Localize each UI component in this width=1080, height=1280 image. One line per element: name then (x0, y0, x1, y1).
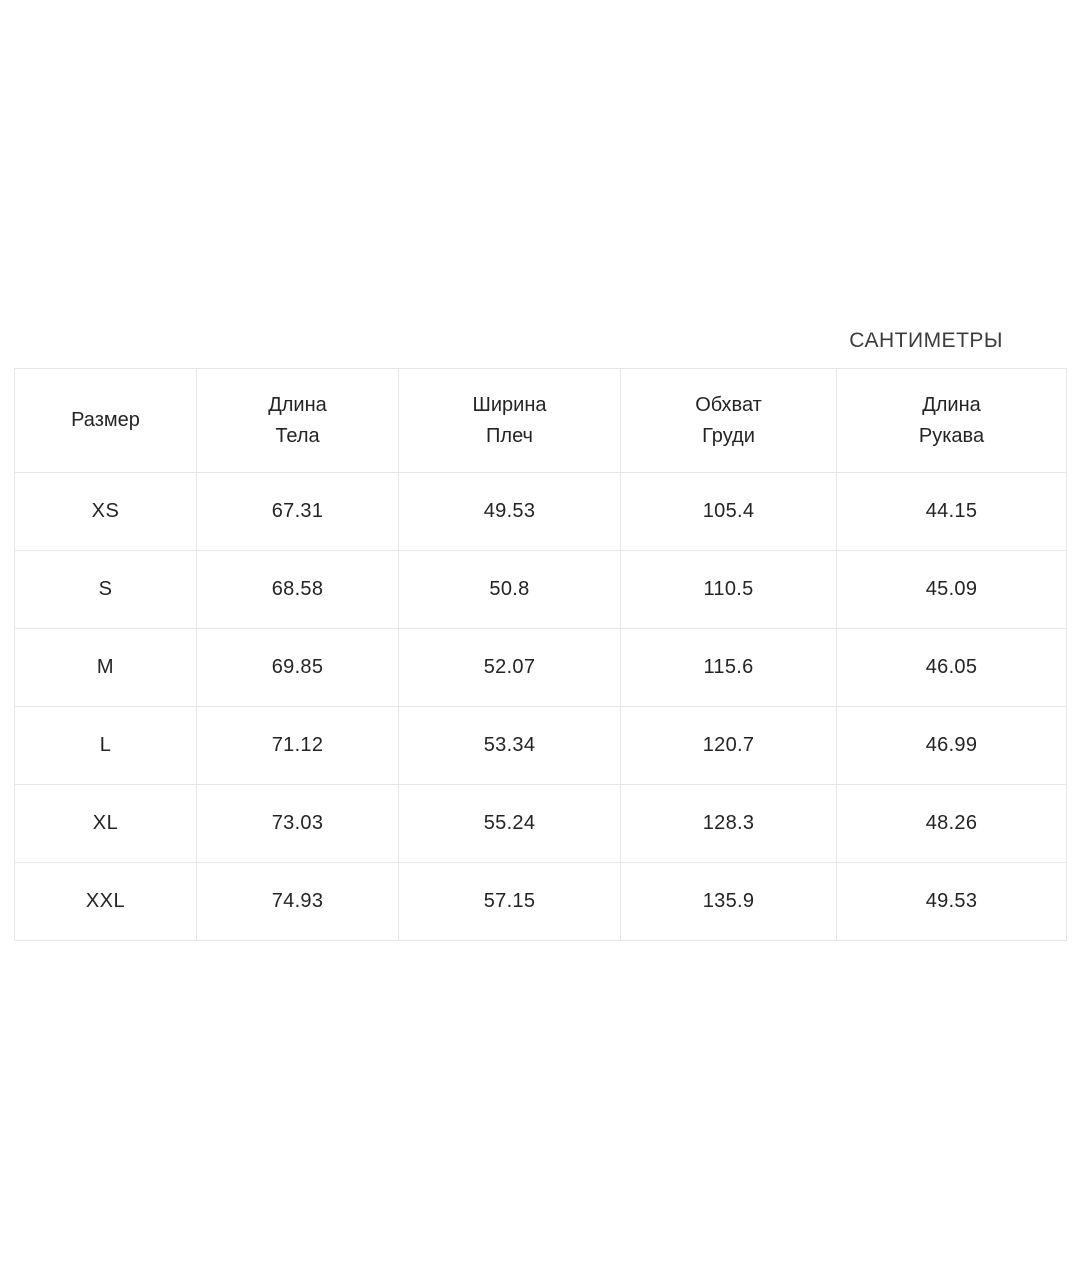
table-row: XS 67.31 49.53 105.4 44.15 (14, 472, 1067, 551)
table-row: L 71.12 53.34 120.7 46.99 (14, 706, 1067, 785)
value-cell: 55.24 (398, 784, 621, 863)
col-header-body-length: Длина Тела (196, 368, 399, 473)
value-cell: 135.9 (620, 862, 837, 941)
value-cell: 71.12 (196, 706, 399, 785)
size-cell: S (14, 550, 197, 629)
size-chart-table: Размер Длина Тела Ширина Плеч Обхват Гру… (14, 368, 1067, 941)
size-cell: XL (14, 784, 197, 863)
col-header-size: Размер (14, 368, 197, 473)
value-cell: 68.58 (196, 550, 399, 629)
value-cell: 128.3 (620, 784, 837, 863)
value-cell: 105.4 (620, 472, 837, 551)
value-cell: 50.8 (398, 550, 621, 629)
value-cell: 49.53 (836, 862, 1067, 941)
value-cell: 57.15 (398, 862, 621, 941)
size-cell: M (14, 628, 197, 707)
value-cell: 49.53 (398, 472, 621, 551)
units-label: САНТИМЕТРЫ (849, 329, 1003, 352)
value-cell: 110.5 (620, 550, 837, 629)
size-cell: XXL (14, 862, 197, 941)
table-row: S 68.58 50.8 110.5 45.09 (14, 550, 1067, 629)
value-cell: 120.7 (620, 706, 837, 785)
value-cell: 73.03 (196, 784, 399, 863)
value-cell: 69.85 (196, 628, 399, 707)
value-cell: 52.07 (398, 628, 621, 707)
table-header-row: Размер Длина Тела Ширина Плеч Обхват Гру… (14, 368, 1067, 473)
value-cell: 74.93 (196, 862, 399, 941)
value-cell: 45.09 (836, 550, 1067, 629)
size-cell: L (14, 706, 197, 785)
value-cell: 115.6 (620, 628, 837, 707)
col-header-chest-girth: Обхват Груди (620, 368, 837, 473)
value-cell: 46.99 (836, 706, 1067, 785)
table-row: M 69.85 52.07 115.6 46.05 (14, 628, 1067, 707)
value-cell: 44.15 (836, 472, 1067, 551)
col-header-sleeve-length: Длина Рукава (836, 368, 1067, 473)
col-header-shoulder-width: Ширина Плеч (398, 368, 621, 473)
value-cell: 46.05 (836, 628, 1067, 707)
table-row: XL 73.03 55.24 128.3 48.26 (14, 784, 1067, 863)
table-row: XXL 74.93 57.15 135.9 49.53 (14, 862, 1067, 941)
value-cell: 67.31 (196, 472, 399, 551)
value-cell: 53.34 (398, 706, 621, 785)
value-cell: 48.26 (836, 784, 1067, 863)
size-cell: XS (14, 472, 197, 551)
